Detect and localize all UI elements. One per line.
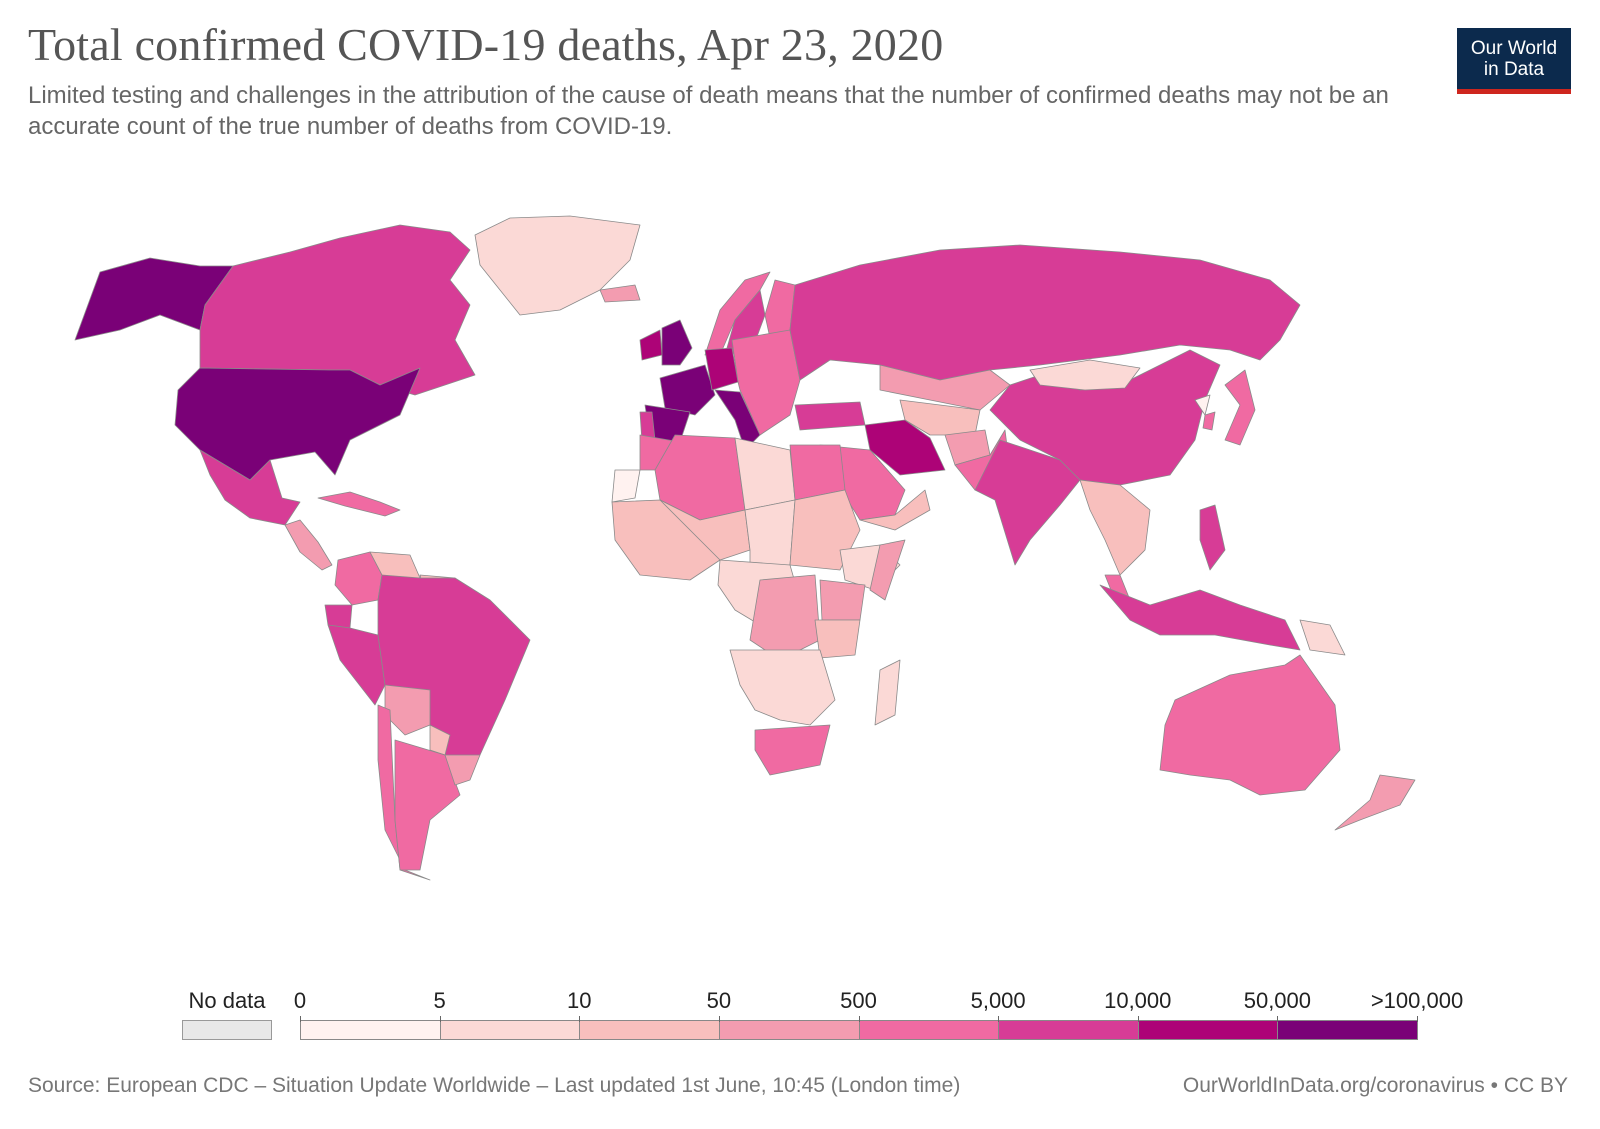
region-somalia[interactable] bbox=[869, 539, 906, 601]
region-philippines[interactable] bbox=[1199, 504, 1226, 571]
chart-subtitle: Limited testing and challenges in the at… bbox=[28, 82, 1389, 140]
region-chad[interactable] bbox=[744, 499, 796, 571]
region-papua-new-guinea[interactable] bbox=[1299, 619, 1346, 656]
legend-tick bbox=[1277, 1016, 1279, 1022]
legend-tick bbox=[1417, 1016, 1418, 1022]
region-southern-africa[interactable] bbox=[729, 649, 836, 726]
world-map bbox=[74, 215, 1416, 881]
region-tanzania[interactable] bbox=[814, 619, 861, 659]
legend-tick bbox=[300, 1016, 301, 1022]
source-note: Source: European CDC – Situation Update … bbox=[28, 1074, 961, 1097]
legend-bin-0[interactable] bbox=[300, 1020, 441, 1040]
region-mexico[interactable] bbox=[199, 449, 301, 526]
region-iceland[interactable] bbox=[599, 284, 641, 303]
region-libya[interactable] bbox=[734, 437, 796, 511]
region-united-kingdom[interactable] bbox=[661, 319, 693, 366]
legend-bin-4[interactable] bbox=[858, 1020, 1000, 1040]
region-north-korea[interactable] bbox=[1194, 394, 1211, 416]
region-australia[interactable] bbox=[1159, 654, 1341, 796]
legend-tick-label: 50,000 bbox=[1243, 988, 1312, 1013]
legend-tick bbox=[858, 1016, 860, 1022]
region-dr-congo[interactable] bbox=[749, 574, 821, 661]
legend-bin-2[interactable] bbox=[579, 1020, 720, 1040]
region-south-africa[interactable] bbox=[754, 724, 831, 776]
region-kazakhstan[interactable] bbox=[879, 364, 1011, 411]
chart-title: Total confirmed COVID-19 deaths, Apr 23,… bbox=[28, 19, 944, 70]
region-indonesia[interactable] bbox=[1099, 584, 1301, 651]
legend-tick bbox=[998, 1016, 1000, 1022]
legend-bin-1[interactable] bbox=[439, 1020, 581, 1040]
region-new-zealand[interactable] bbox=[1334, 774, 1416, 831]
region-turkey[interactable] bbox=[794, 401, 866, 431]
legend-bin-3[interactable] bbox=[718, 1020, 860, 1040]
legend-tick bbox=[439, 1016, 441, 1022]
region-chile[interactable] bbox=[377, 704, 431, 881]
region-canada[interactable] bbox=[199, 224, 476, 396]
color-legend: No data 0 5 10 50 500 5,000 10,000 50,000 >100,0… bbox=[0, 980, 1600, 1050]
legend-tick bbox=[718, 1016, 720, 1022]
legend-bin-7[interactable] bbox=[1277, 1020, 1418, 1040]
legend-tick-label: 0 bbox=[293, 988, 307, 1013]
legend-tick-label: 50 bbox=[706, 988, 732, 1013]
region-france[interactable] bbox=[659, 364, 716, 416]
region-ireland[interactable] bbox=[639, 329, 663, 361]
region-brazil[interactable] bbox=[377, 574, 531, 766]
region-western-sahara[interactable] bbox=[611, 469, 641, 503]
region-central-america[interactable] bbox=[284, 519, 333, 571]
region-united-states[interactable] bbox=[174, 367, 421, 481]
legend-tick-label: 10,000 bbox=[1104, 988, 1172, 1013]
legend-tick-label: 500 bbox=[840, 988, 877, 1013]
region-oman-and-yemen[interactable] bbox=[859, 489, 931, 531]
legend-tick-label: 10 bbox=[567, 988, 592, 1013]
region-caribbean[interactable] bbox=[317, 491, 401, 517]
region-madagascar[interactable] bbox=[874, 659, 901, 726]
owid-logo[interactable]: Our World in Data bbox=[1457, 28, 1571, 94]
region-south-korea[interactable] bbox=[1202, 411, 1216, 431]
region-southeast-asia[interactable] bbox=[1079, 479, 1151, 576]
legend-tick bbox=[1137, 1016, 1139, 1022]
no-data-label: No data bbox=[188, 988, 266, 1013]
region-japan[interactable] bbox=[1224, 369, 1256, 446]
legend-bin-5[interactable] bbox=[998, 1020, 1139, 1040]
region-uruguay[interactable] bbox=[444, 754, 481, 786]
region-bolivia[interactable] bbox=[384, 684, 431, 736]
region-peru[interactable] bbox=[327, 624, 386, 706]
legend-tick-label: >100,000 bbox=[1370, 988, 1464, 1013]
region-russia[interactable] bbox=[789, 244, 1301, 381]
credit-link[interactable]: OurWorldInData.org/coronavirus • CC BY bbox=[1182, 1074, 1568, 1097]
logo-line-1: Our World bbox=[1470, 37, 1558, 59]
legend-tick-label: 5,000 bbox=[970, 988, 1026, 1013]
legend-tick bbox=[579, 1016, 581, 1022]
legend-bin-6[interactable] bbox=[1137, 1020, 1279, 1040]
region-kenya[interactable] bbox=[819, 579, 866, 621]
logo-line-2: in Data bbox=[1483, 58, 1545, 80]
legend-tick-label: 5 bbox=[433, 988, 446, 1013]
no-data-swatch bbox=[182, 1020, 272, 1040]
region-mongolia[interactable] bbox=[1029, 359, 1141, 391]
region-ecuador[interactable] bbox=[324, 604, 353, 629]
